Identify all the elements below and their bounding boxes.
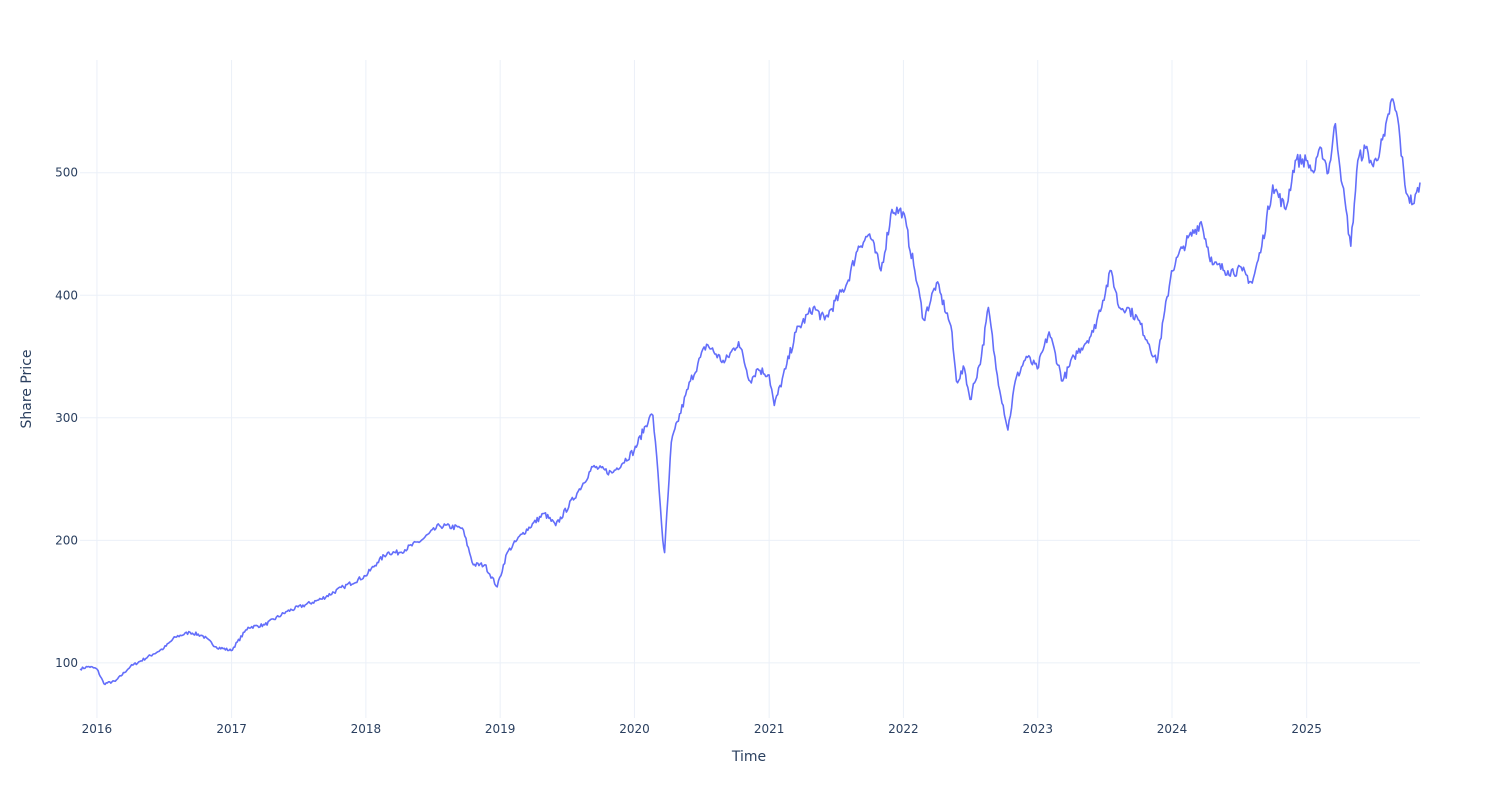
series-layer (79, 98, 1421, 686)
x-axis-title: Time (731, 749, 766, 765)
y-tick-label: 100 (55, 656, 78, 670)
x-tick-label: 2021 (754, 722, 785, 736)
x-tick-label: 2016 (82, 722, 113, 736)
y-axis-title: Share Price (19, 349, 35, 428)
x-tick-label: 2017 (216, 722, 247, 736)
y-tick-label: 300 (55, 411, 78, 425)
price-series-line (79, 98, 1421, 686)
x-tick-label: 2023 (1022, 722, 1053, 736)
y-gridlines (80, 172, 1420, 664)
y-tick-labels: 100 200 300 400 500 (55, 166, 78, 670)
x-tick-label: 2020 (619, 722, 650, 736)
x-tick-labels: 2016 2017 2018 2019 2020 2021 2022 2023 2024 2025 (82, 722, 1322, 736)
x-tick-label: 2018 (351, 722, 382, 736)
y-tick-label: 200 (55, 533, 78, 547)
x-tick-label: 2022 (888, 722, 919, 736)
x-tick-label: 2019 (485, 722, 516, 736)
x-tick-label: 2024 (1157, 722, 1188, 736)
x-gridlines (96, 60, 1308, 718)
y-tick-label: 500 (55, 166, 78, 180)
y-tick-label: 400 (55, 288, 78, 302)
x-tick-label: 2025 (1291, 722, 1322, 736)
